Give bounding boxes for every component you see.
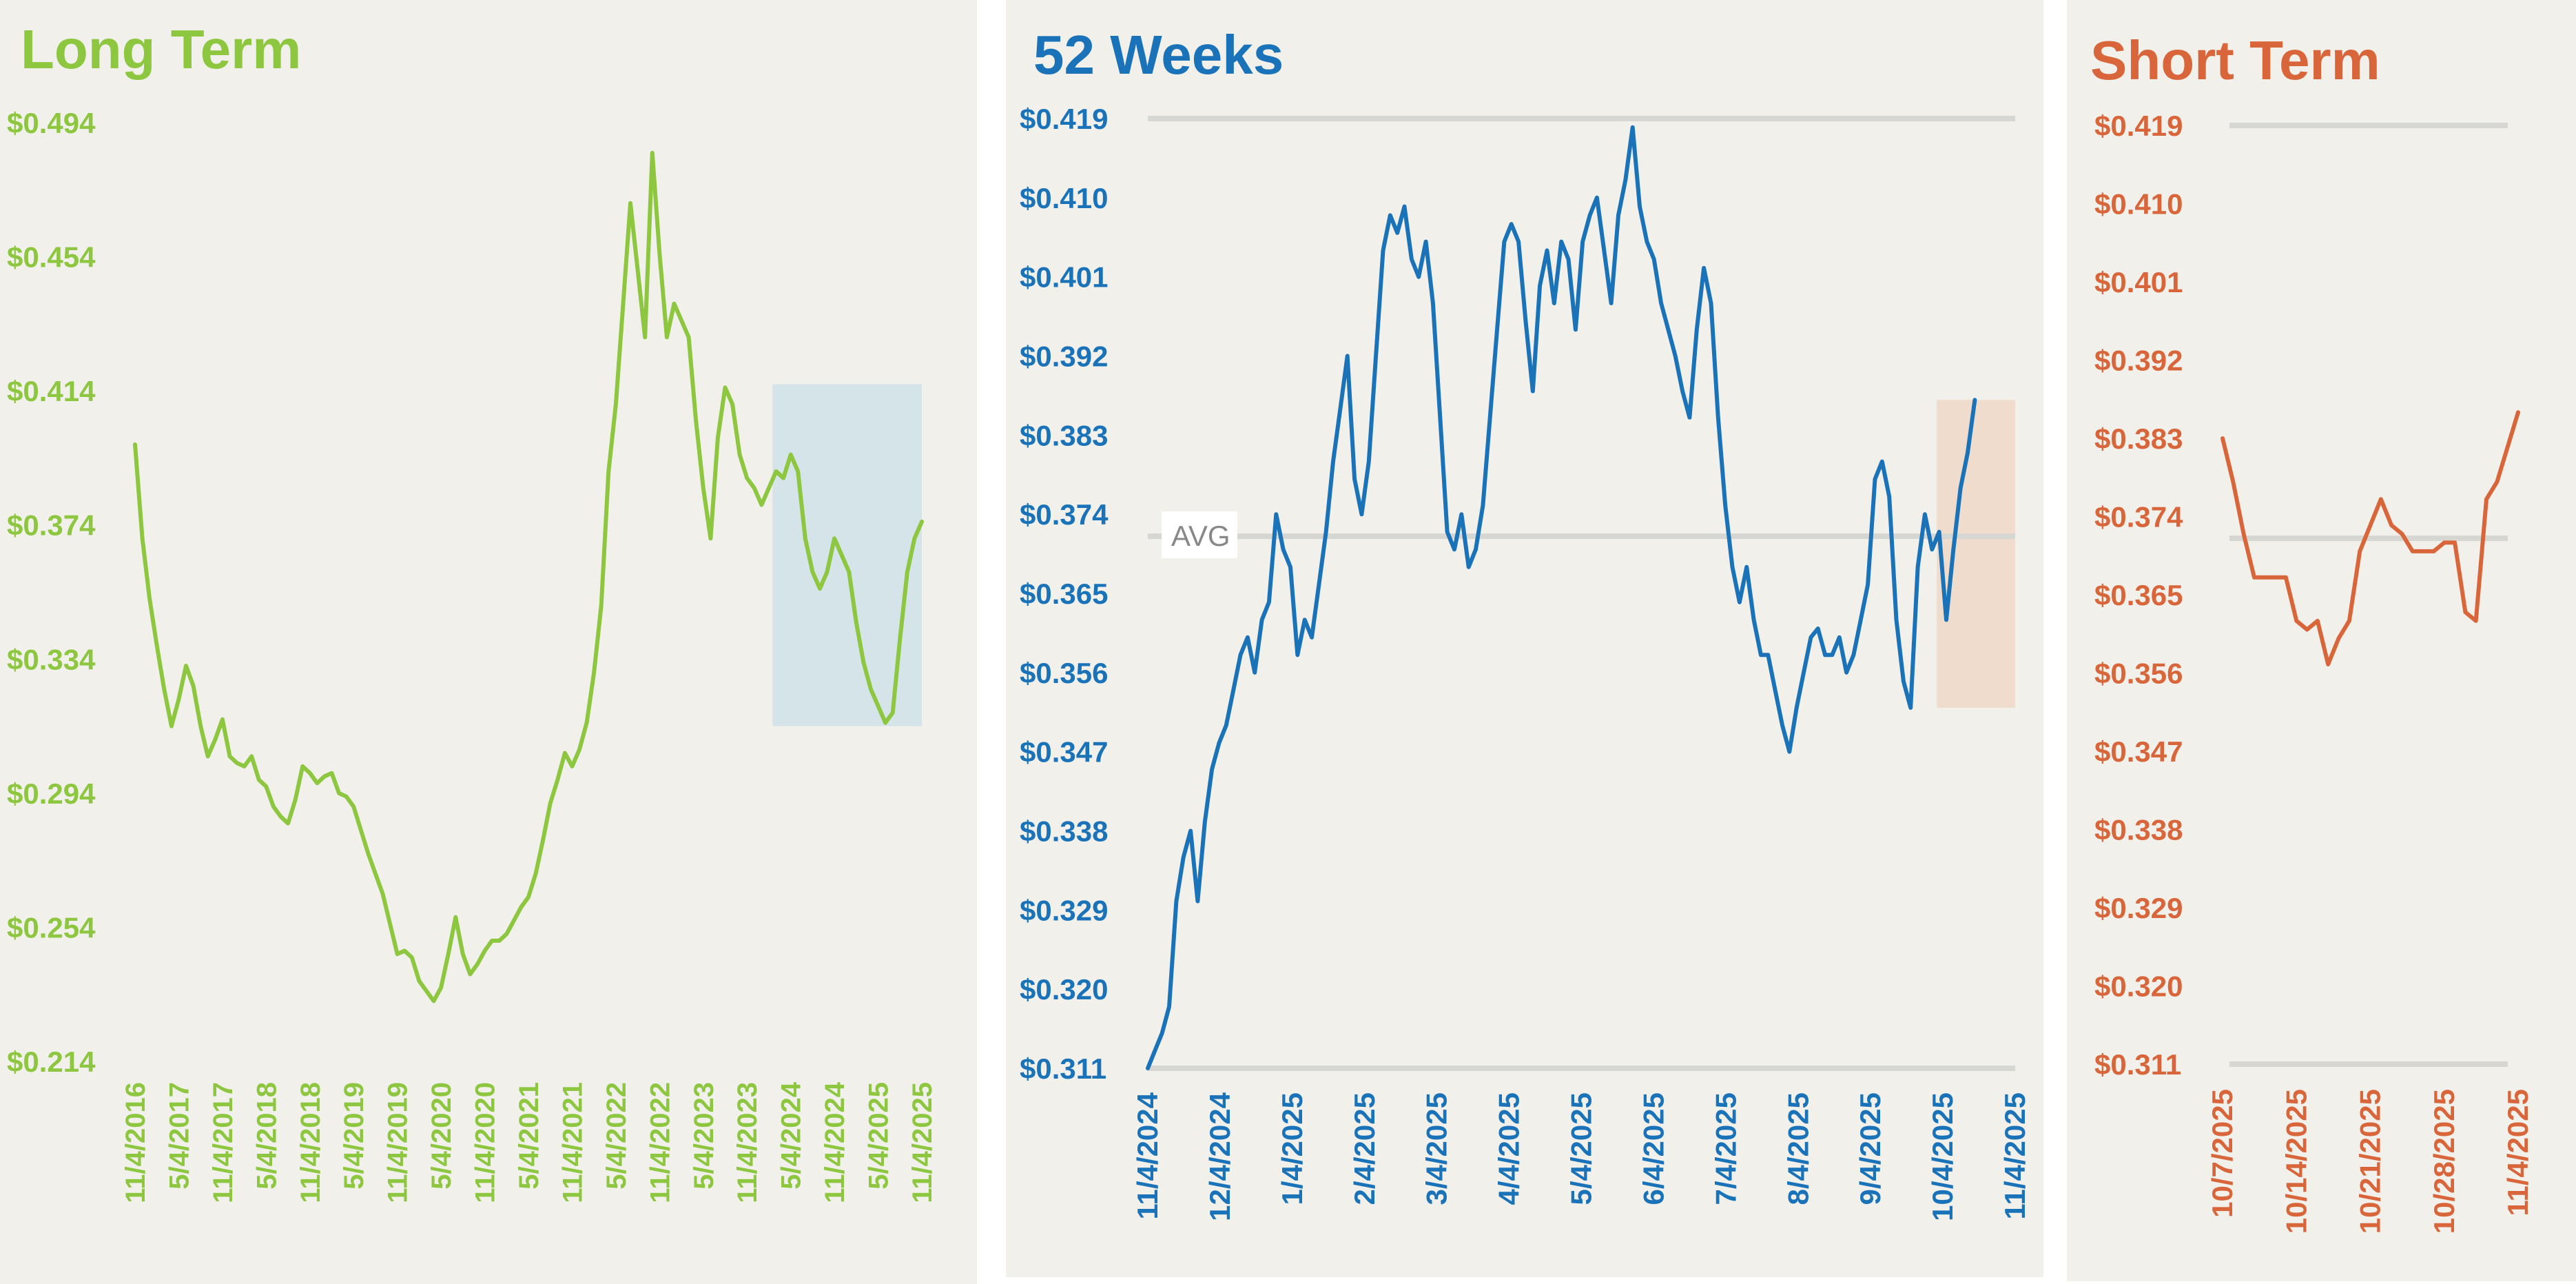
y-tick-label: $0.365 bbox=[2094, 579, 2183, 611]
x-tick-label: 8/4/2025 bbox=[1782, 1092, 1814, 1205]
x-tick-label: 11/4/2024 bbox=[820, 1081, 850, 1203]
price-series-line bbox=[2220, 410, 2520, 666]
x-tick-label: 5/4/2022 bbox=[601, 1082, 632, 1190]
y-tick-label: $0.494 bbox=[7, 107, 96, 139]
y-tick-label: $0.392 bbox=[1020, 340, 1108, 373]
y-tick-label: $0.410 bbox=[1020, 182, 1108, 214]
y-tick-label: $0.311 bbox=[2094, 1048, 2181, 1081]
y-tick-label: $0.419 bbox=[1020, 103, 1108, 135]
x-tick-label: 5/4/2018 bbox=[251, 1082, 282, 1190]
x-tick-label: 11/4/2025 bbox=[2502, 1089, 2534, 1216]
x-tick-label: 11/4/2021 bbox=[557, 1082, 588, 1203]
y-tick-label: $0.347 bbox=[1020, 736, 1108, 768]
x-tick-label: 2/4/2025 bbox=[1348, 1092, 1381, 1205]
x-tick-label: 5/4/2020 bbox=[426, 1082, 457, 1190]
x-tick-label: 7/4/2025 bbox=[1709, 1092, 1742, 1205]
y-tick-label: $0.374 bbox=[7, 509, 96, 542]
x-tick-label: 11/4/2022 bbox=[645, 1082, 675, 1203]
y-tick-label: $0.383 bbox=[2094, 422, 2183, 455]
y-tick-label: $0.320 bbox=[1020, 973, 1108, 1006]
x-tick-label: 5/4/2025 bbox=[864, 1082, 894, 1190]
y-tick-label: $0.347 bbox=[2094, 735, 2183, 768]
x-tick-label: 5/4/2024 bbox=[776, 1081, 807, 1189]
price-series-line bbox=[133, 150, 924, 1003]
avg-label: AVG bbox=[1171, 520, 1230, 552]
short-term-title: Short Term bbox=[2090, 30, 2380, 91]
x-tick-label: 1/4/2025 bbox=[1276, 1092, 1308, 1205]
long-term-chart: $0.494 $0.454 $0.414 $0.374 $0.334 $0.294 $0.2… bbox=[7, 107, 938, 1203]
y-tick-label: $0.334 bbox=[7, 643, 96, 675]
y-tick-label: $0.356 bbox=[2094, 658, 2183, 690]
y-tick-label: $0.401 bbox=[1020, 261, 1108, 294]
x-tick-label: 5/4/2017 bbox=[164, 1082, 194, 1190]
y-tick-label: $0.338 bbox=[1020, 815, 1108, 848]
y-tick-label: $0.254 bbox=[7, 911, 96, 944]
y-tick-label: $0.374 bbox=[2094, 501, 2183, 533]
y-tick-label: $0.401 bbox=[2094, 266, 2183, 298]
y-tick-label: $0.294 bbox=[7, 777, 96, 810]
x-tick-label: 5/4/2023 bbox=[689, 1082, 719, 1190]
x-tick-label: 9/4/2025 bbox=[1854, 1092, 1886, 1205]
y-tick-label: $0.365 bbox=[1020, 578, 1108, 610]
y-tick-label: $0.419 bbox=[2094, 110, 2183, 142]
52-weeks-panel: 52 Weeks $0.419 $0.410 $0.401 $0.392 $0.383 $… bbox=[1006, 0, 2043, 1277]
highlight-region bbox=[772, 384, 922, 726]
x-tick-label: 3/4/2025 bbox=[1421, 1092, 1453, 1205]
y-tick-label: $0.356 bbox=[1020, 657, 1108, 689]
x-tick-label: 10/28/2025 bbox=[2428, 1089, 2460, 1234]
short-term-chart: $0.419 $0.410 $0.401 $0.392 $0.383 $0.374 $0.3… bbox=[2094, 110, 2534, 1234]
x-tick-label: 10/21/2025 bbox=[2354, 1089, 2387, 1234]
x-tick-label: 10/4/2025 bbox=[1926, 1092, 1959, 1221]
x-tick-label: 6/4/2025 bbox=[1637, 1092, 1669, 1205]
y-tick-label: $0.374 bbox=[1020, 498, 1109, 531]
x-tick-label: 11/4/2023 bbox=[732, 1082, 763, 1203]
highlight-region bbox=[1937, 400, 2015, 708]
x-tick-label: 10/14/2025 bbox=[2280, 1089, 2312, 1234]
x-tick-label: 11/4/2017 bbox=[208, 1082, 238, 1203]
y-tick-label: $0.320 bbox=[2094, 970, 2183, 1003]
x-tick-label: 11/4/2020 bbox=[471, 1082, 501, 1203]
y-tick-label: $0.338 bbox=[2094, 814, 2183, 846]
long-term-panel: Long Term $0.494 $0.454 $0.414 $0.374 $0.334… bbox=[0, 0, 977, 1284]
short-term-panel: Short Term $0.419 $0.410 $0.401 $0.392 $0.38… bbox=[2067, 0, 2576, 1281]
y-tick-label: $0.392 bbox=[2094, 345, 2183, 377]
x-tick-label: 12/4/2024 bbox=[1204, 1092, 1236, 1221]
y-tick-label: $0.214 bbox=[7, 1046, 96, 1078]
long-term-title: Long Term bbox=[21, 19, 302, 80]
52-weeks-title: 52 Weeks bbox=[1033, 24, 1284, 85]
x-tick-label: 5/4/2025 bbox=[1565, 1092, 1598, 1205]
x-tick-label: 11/4/2019 bbox=[383, 1082, 413, 1203]
x-tick-label: 4/4/2025 bbox=[1493, 1092, 1525, 1205]
x-tick-label: 5/4/2019 bbox=[339, 1082, 369, 1190]
y-tick-label: $0.383 bbox=[1020, 419, 1108, 451]
x-tick-label: 11/4/2025 bbox=[1999, 1092, 2031, 1220]
x-tick-label: 5/4/2021 bbox=[514, 1082, 544, 1190]
price-series-line bbox=[1146, 125, 1977, 1070]
y-tick-label: $0.329 bbox=[1020, 894, 1108, 926]
avg-label-box bbox=[1162, 511, 1237, 559]
x-tick-label: 11/4/2016 bbox=[121, 1082, 151, 1203]
x-tick-label: 11/4/2025 bbox=[907, 1082, 938, 1203]
x-tick-label: 10/7/2025 bbox=[2206, 1089, 2238, 1218]
y-tick-label: $0.454 bbox=[7, 241, 96, 274]
52-weeks-chart: $0.419 $0.410 $0.401 $0.392 $0.383 $0.374 $0.3… bbox=[1020, 103, 2031, 1221]
y-tick-label: $0.329 bbox=[2094, 892, 2183, 924]
y-tick-label: $0.311 bbox=[1020, 1052, 1106, 1085]
y-tick-label: $0.410 bbox=[2094, 188, 2183, 221]
y-tick-label: $0.414 bbox=[7, 375, 96, 407]
x-tick-label: 11/4/2024 bbox=[1131, 1092, 1164, 1219]
x-tick-label: 11/4/2018 bbox=[296, 1082, 326, 1203]
